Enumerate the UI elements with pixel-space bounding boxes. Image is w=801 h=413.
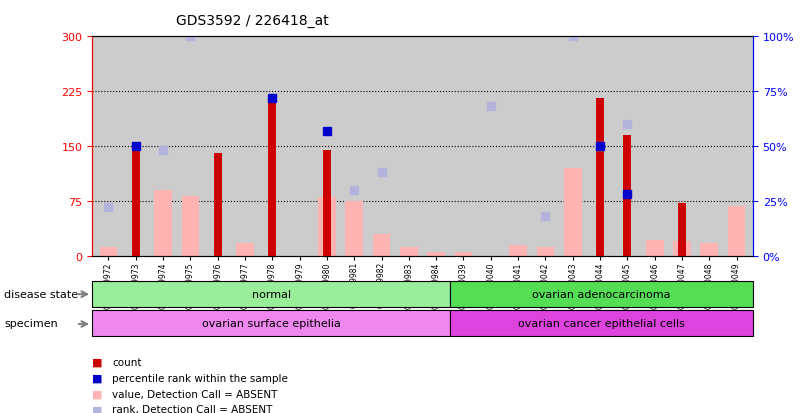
Bar — [131, 147, 140, 256]
Text: ■: ■ — [92, 404, 103, 413]
Text: percentile rank within the sample: percentile rank within the sample — [112, 373, 288, 383]
Text: specimen: specimen — [4, 318, 58, 328]
Bar — [623, 135, 631, 256]
Bar — [455, 252, 473, 256]
Bar — [564, 169, 582, 256]
Bar — [92, 281, 450, 308]
Text: ■: ■ — [92, 389, 103, 399]
Bar — [450, 281, 753, 308]
Text: ovarian cancer epithelial cells: ovarian cancer epithelial cells — [518, 318, 685, 328]
Bar — [268, 99, 276, 256]
Text: ovarian surface epithelia: ovarian surface epithelia — [202, 318, 340, 328]
Bar — [182, 196, 199, 256]
Bar — [323, 150, 331, 256]
Bar — [727, 206, 746, 256]
Bar — [155, 190, 172, 256]
Bar — [673, 242, 690, 256]
Text: GDS3592 / 226418_at: GDS3592 / 226418_at — [176, 14, 329, 28]
Bar — [509, 245, 527, 256]
Text: value, Detection Call = ABSENT: value, Detection Call = ABSENT — [112, 389, 277, 399]
Bar — [345, 202, 363, 256]
Text: rank, Detection Call = ABSENT: rank, Detection Call = ABSENT — [112, 404, 272, 413]
Text: normal: normal — [252, 289, 291, 299]
Bar — [400, 247, 418, 256]
Bar — [99, 247, 118, 256]
Text: ■: ■ — [92, 373, 103, 383]
Bar — [214, 154, 222, 256]
Bar — [537, 247, 554, 256]
Bar — [92, 310, 450, 337]
Text: ■: ■ — [92, 357, 103, 367]
Bar — [236, 243, 254, 256]
Text: ovarian adenocarcinoma: ovarian adenocarcinoma — [532, 289, 670, 299]
Bar — [678, 204, 686, 256]
Bar — [427, 252, 445, 256]
Bar — [596, 99, 604, 256]
Bar — [700, 243, 718, 256]
Text: disease state: disease state — [4, 290, 78, 299]
Bar — [372, 234, 390, 256]
Bar — [646, 240, 663, 256]
Text: count: count — [112, 357, 142, 367]
Bar — [318, 198, 336, 256]
Bar — [450, 310, 753, 337]
